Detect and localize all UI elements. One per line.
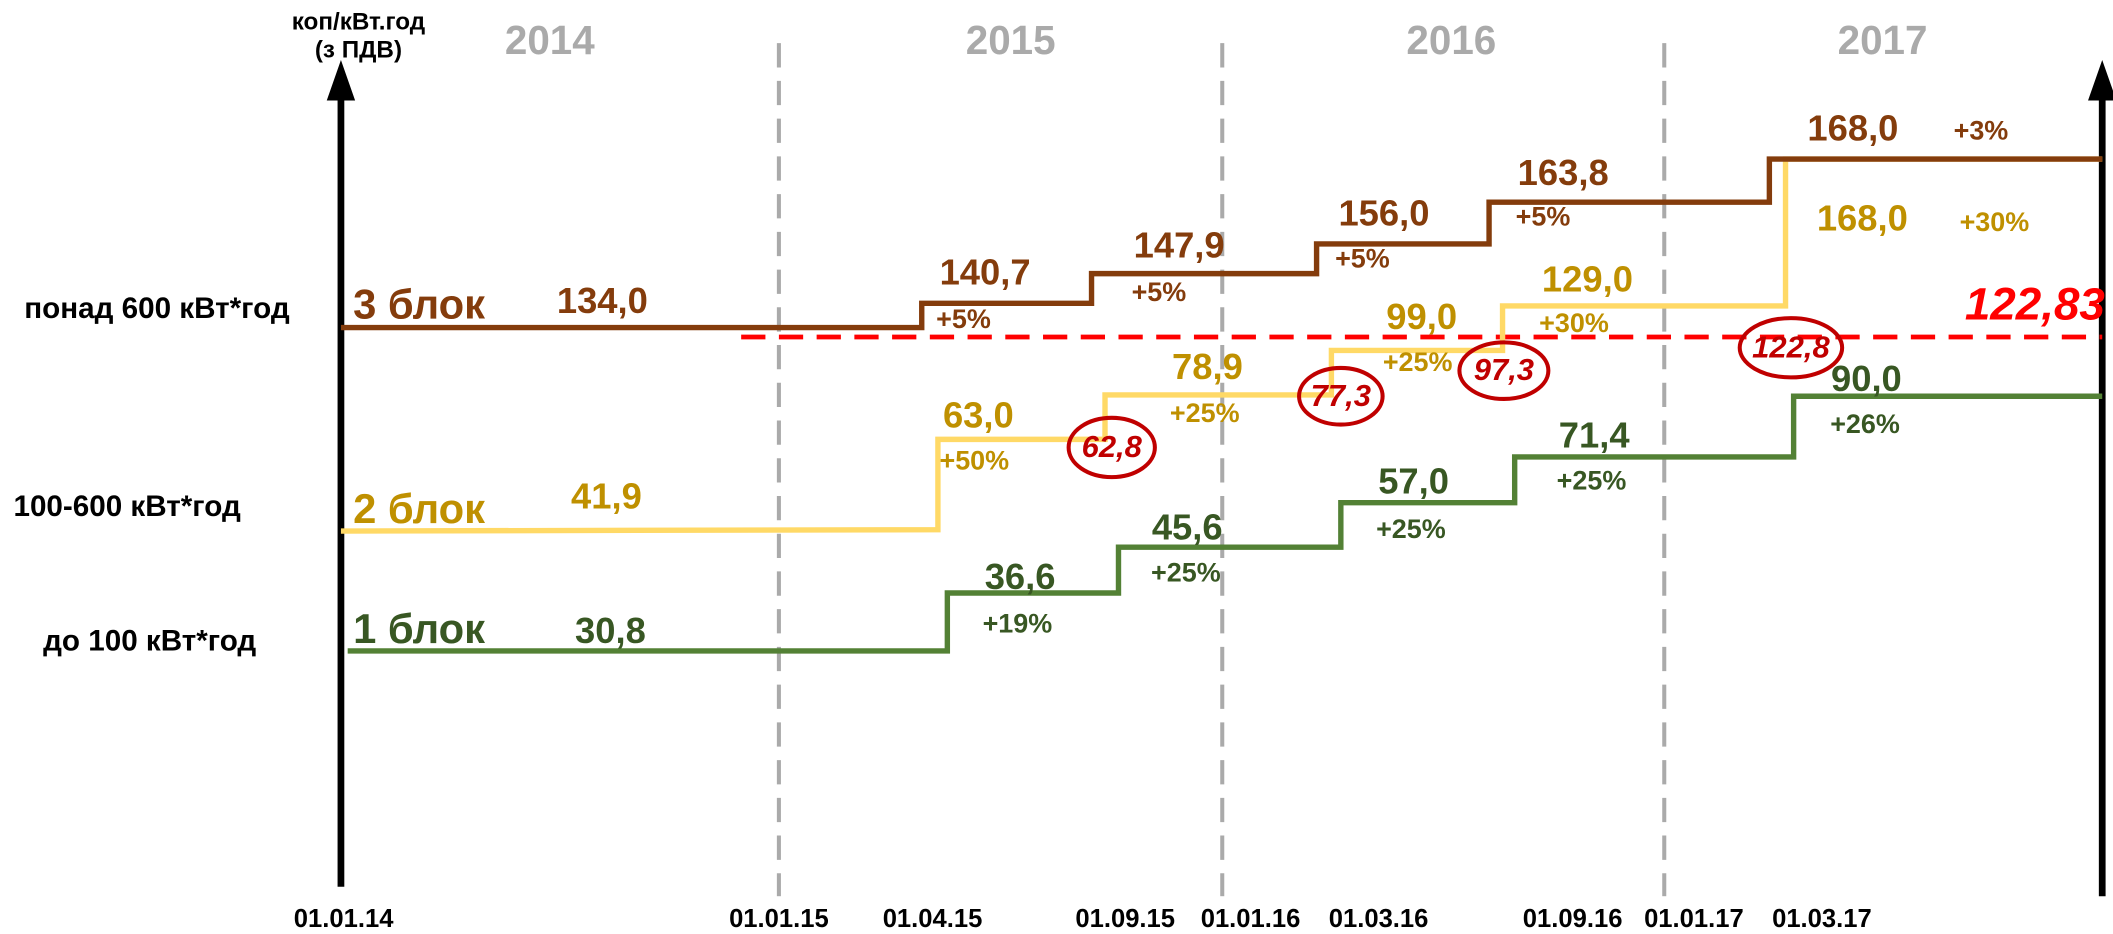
date-label: 01.09.15 [1075,905,1175,933]
marker-ellipse [1457,340,1551,401]
year-label: 2017 [1838,17,1928,63]
marker-label: 122,8 [1752,329,1830,364]
date-label: 01.09.16 [1523,905,1623,933]
step-value: 36,6 [985,556,1056,597]
marker-label: 97,3 [1474,352,1534,387]
step-change: +30% [1960,207,2030,237]
dividers [776,43,1667,897]
block-label: 2 блок [353,485,485,532]
block-name: до 100 кВт*год [43,625,256,658]
step-change: +25% [1557,466,1627,496]
step-value: 163,8 [1518,152,1609,193]
step-value: 71,4 [1559,415,1631,456]
step-value: 41,9 [571,475,642,516]
step-change: +25% [1383,347,1453,377]
step-value: 90,0 [1831,358,1902,399]
block-label: 1 блок [353,605,485,652]
step-value: 129,0 [1542,258,1633,299]
step-change: +50% [939,445,1009,475]
step-value: 78,9 [1172,346,1243,387]
step-change: +25% [1151,557,1221,587]
block-label: 3 блок [353,280,485,327]
date-label: 01.01.16 [1201,905,1301,933]
step-change: +5% [1516,201,1571,231]
step-line [340,156,2103,331]
step-change: +5% [1132,277,1187,307]
step-value: 147,9 [1134,225,1225,266]
marker-ellipse [1297,365,1385,427]
step-change: +5% [1335,243,1390,273]
step-change: +26% [1830,409,1900,439]
step-value: 140,7 [940,252,1031,293]
step-line [340,156,2103,534]
year-label: 2014 [505,17,595,63]
year-label: 2015 [966,17,1056,63]
step-line [347,393,2103,654]
step-value: 156,0 [1338,192,1429,233]
marker-label: 62,8 [1082,429,1143,464]
step-value: 57,0 [1378,460,1449,501]
date-label: 01.01.14 [294,905,394,933]
step-value: 134,0 [557,280,648,321]
date-label: 01.01.15 [729,905,829,933]
step-change: +19% [983,608,1053,638]
axis-label: коп/кВт.год [292,8,426,35]
step-value: 99,0 [1386,296,1457,337]
step-change: +25% [1376,514,1446,544]
step-value: 63,0 [943,394,1014,435]
year-label: 2016 [1406,17,1496,63]
block-name: понад 600 кВт*год [24,292,290,325]
marker-label: 77,3 [1311,378,1371,413]
axis-label: (з ПДВ) [315,37,402,64]
date-label: 01.03.16 [1329,905,1429,933]
step-change: +3% [1954,115,2009,145]
right-axis [2088,59,2113,897]
date-label: 01.01.17 [1644,905,1744,933]
step-change: +30% [1539,308,1609,338]
marker-ellipse [1737,316,1845,380]
step-change: +25% [1170,398,1240,428]
step-value: 45,6 [1152,506,1223,547]
threshold-label: 122,83 [1965,278,2105,329]
date-label: 01.04.15 [883,905,983,933]
step-value: 168,0 [1807,107,1898,148]
block-name: 100-600 кВт*год [13,490,240,523]
step-change: +5% [936,304,991,334]
step-value: 30,8 [575,610,646,651]
marker-ellipse [1066,415,1157,480]
date-label: 01.03.17 [1772,905,1872,933]
left-axis [326,59,356,887]
step-value: 168,0 [1817,198,1908,239]
